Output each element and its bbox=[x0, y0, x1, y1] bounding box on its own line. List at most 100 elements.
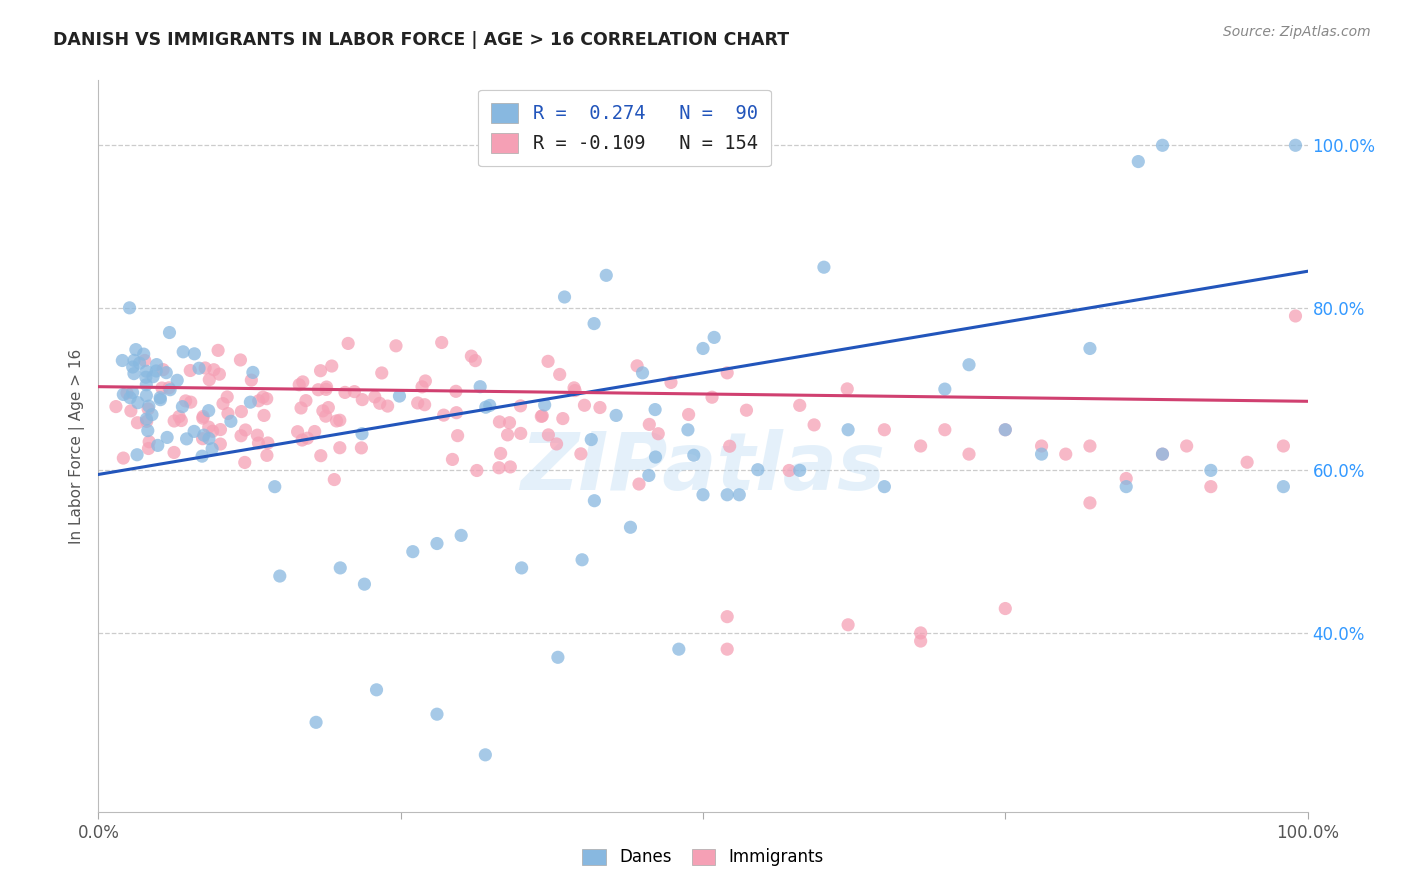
Point bbox=[170, 413, 193, 427]
Point bbox=[1272, 439, 1295, 453]
Point bbox=[626, 359, 648, 373]
Point bbox=[253, 409, 276, 423]
Point bbox=[716, 642, 738, 657]
Y-axis label: In Labor Force | Age > 16: In Labor Force | Age > 16 bbox=[69, 349, 84, 543]
Point bbox=[111, 353, 134, 368]
Point bbox=[994, 423, 1017, 437]
Point bbox=[789, 463, 811, 477]
Point bbox=[406, 396, 429, 410]
Point bbox=[574, 398, 596, 412]
Point bbox=[498, 416, 520, 430]
Point bbox=[446, 428, 468, 442]
Point bbox=[474, 401, 496, 415]
Point bbox=[256, 449, 278, 463]
Point bbox=[318, 401, 340, 415]
Point bbox=[377, 399, 399, 413]
Point bbox=[778, 463, 800, 477]
Point bbox=[242, 366, 264, 380]
Point bbox=[1078, 439, 1101, 453]
Point bbox=[149, 392, 172, 407]
Point bbox=[135, 412, 157, 426]
Point bbox=[135, 377, 157, 392]
Point bbox=[315, 409, 337, 424]
Point bbox=[201, 424, 224, 438]
Point bbox=[287, 425, 309, 439]
Point bbox=[240, 373, 263, 387]
Point bbox=[873, 423, 896, 437]
Point bbox=[1199, 480, 1222, 494]
Point bbox=[509, 399, 531, 413]
Point bbox=[138, 434, 160, 449]
Legend: R =  0.274   N =  90, R = -0.109   N = 154: R = 0.274 N = 90, R = -0.109 N = 154 bbox=[478, 90, 770, 166]
Point bbox=[343, 384, 366, 399]
Point bbox=[309, 449, 332, 463]
Point bbox=[202, 362, 225, 376]
Point bbox=[233, 455, 256, 469]
Point bbox=[118, 301, 141, 315]
Point bbox=[837, 382, 859, 396]
Point bbox=[716, 488, 738, 502]
Point bbox=[239, 395, 262, 409]
Point bbox=[309, 364, 332, 378]
Point bbox=[120, 391, 142, 405]
Point bbox=[352, 392, 374, 407]
Point bbox=[426, 707, 449, 722]
Point bbox=[337, 336, 360, 351]
Point bbox=[647, 426, 669, 441]
Point bbox=[176, 432, 198, 446]
Point bbox=[159, 326, 181, 340]
Point bbox=[644, 402, 666, 417]
Point bbox=[329, 561, 352, 575]
Point bbox=[537, 354, 560, 368]
Point bbox=[371, 366, 394, 380]
Point bbox=[229, 429, 252, 443]
Point bbox=[551, 411, 574, 425]
Point bbox=[957, 447, 980, 461]
Point bbox=[121, 359, 143, 374]
Point bbox=[138, 399, 160, 413]
Point bbox=[157, 381, 180, 395]
Point bbox=[350, 441, 373, 455]
Point bbox=[1054, 447, 1077, 461]
Point bbox=[142, 369, 165, 384]
Point bbox=[145, 364, 167, 378]
Point bbox=[304, 425, 326, 439]
Point bbox=[353, 577, 375, 591]
Point bbox=[747, 463, 769, 477]
Point bbox=[180, 395, 202, 409]
Point bbox=[489, 446, 512, 460]
Point bbox=[235, 423, 257, 437]
Point bbox=[700, 390, 723, 404]
Point bbox=[460, 349, 482, 363]
Point bbox=[163, 445, 186, 459]
Point bbox=[488, 415, 510, 429]
Point bbox=[589, 401, 612, 415]
Point bbox=[595, 268, 617, 283]
Point bbox=[564, 384, 586, 398]
Point bbox=[198, 373, 221, 387]
Point bbox=[735, 403, 758, 417]
Point bbox=[1078, 496, 1101, 510]
Point bbox=[994, 601, 1017, 615]
Point bbox=[288, 377, 311, 392]
Point bbox=[329, 413, 352, 427]
Point bbox=[474, 747, 496, 762]
Point bbox=[430, 335, 453, 350]
Point bbox=[368, 396, 391, 410]
Point bbox=[219, 414, 242, 428]
Point bbox=[450, 528, 472, 542]
Point bbox=[411, 380, 433, 394]
Point bbox=[644, 450, 666, 464]
Point bbox=[136, 401, 159, 416]
Point bbox=[554, 290, 576, 304]
Point bbox=[910, 634, 932, 648]
Point bbox=[546, 437, 568, 451]
Point bbox=[659, 376, 682, 390]
Point bbox=[716, 609, 738, 624]
Point bbox=[212, 396, 235, 410]
Point bbox=[548, 368, 571, 382]
Point bbox=[994, 423, 1017, 437]
Point bbox=[315, 383, 337, 397]
Point bbox=[488, 460, 510, 475]
Point bbox=[134, 353, 156, 368]
